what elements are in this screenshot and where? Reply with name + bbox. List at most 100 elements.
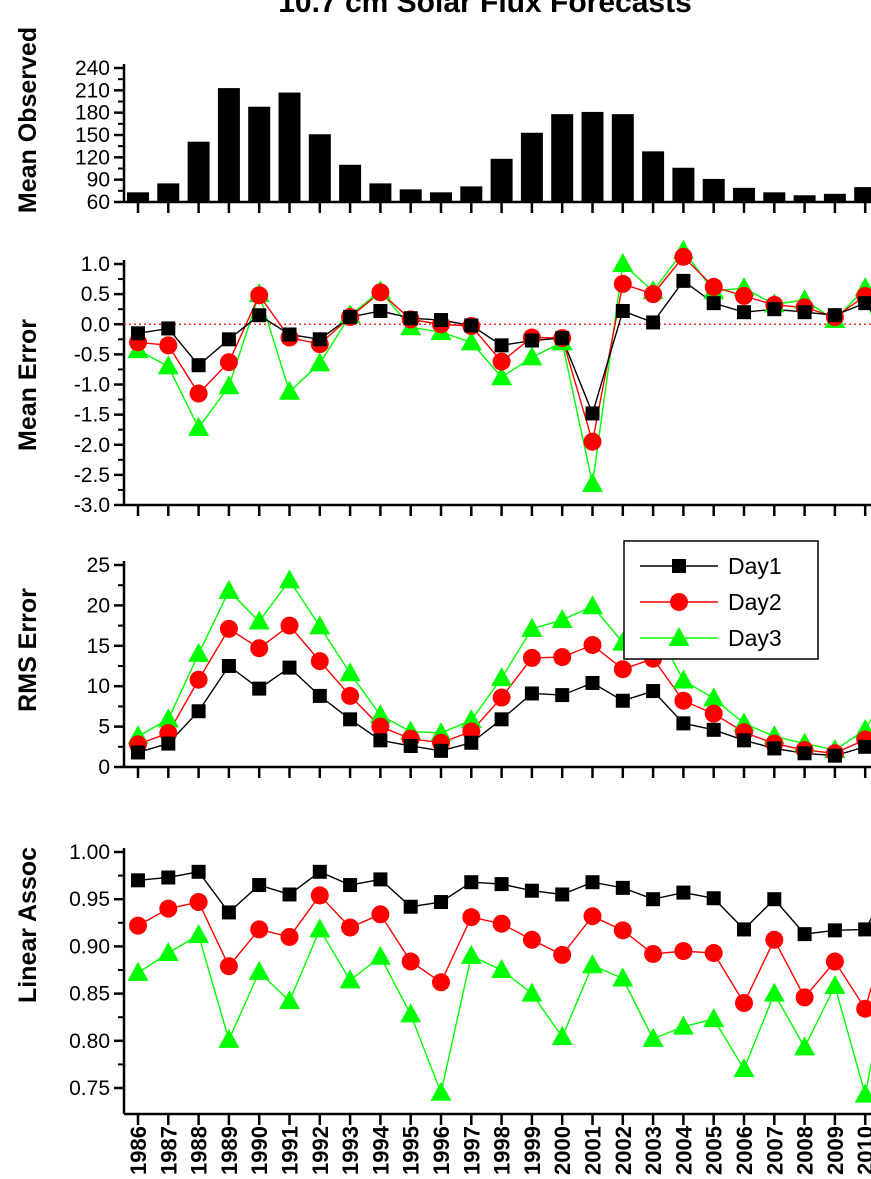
point-day1 <box>343 310 358 325</box>
x-tick-label: 2010 <box>853 1126 871 1175</box>
bar-1986 <box>127 192 149 202</box>
point-day2 <box>492 688 511 707</box>
y-tick-label: -2.0 <box>74 434 110 457</box>
series-line-day3 <box>137 927 871 1096</box>
x-tick-label: 1996 <box>429 1126 454 1175</box>
bar-1992 <box>308 134 331 202</box>
point-day1 <box>676 273 691 288</box>
point-day3 <box>369 704 391 724</box>
series-line-day3 <box>137 579 871 751</box>
y-axis-label: Mean Observed <box>14 27 42 213</box>
point-day1 <box>494 712 509 727</box>
point-day2 <box>522 930 541 949</box>
x-tick-label: 1986 <box>126 1126 151 1175</box>
point-day1 <box>524 883 539 898</box>
point-day3 <box>642 1027 664 1047</box>
point-day3 <box>733 1058 755 1078</box>
x-tick-label: 1994 <box>368 1125 393 1175</box>
x-tick-label: 2008 <box>793 1126 818 1175</box>
point-day2 <box>219 957 238 976</box>
point-day3 <box>582 954 603 974</box>
point-day3 <box>672 1015 694 1035</box>
point-day2 <box>310 652 329 671</box>
x-tick-label: 2002 <box>611 1126 636 1175</box>
bar-1990 <box>248 106 271 202</box>
point-day1 <box>646 315 661 330</box>
point-day3 <box>460 944 482 964</box>
y-tick-label: 180 <box>75 102 110 125</box>
x-tick-label: 1987 <box>156 1126 181 1175</box>
point-day1 <box>615 693 630 708</box>
point-day2 <box>825 952 844 971</box>
x-tick-label: 2007 <box>762 1126 787 1175</box>
y-tick-label: -1.0 <box>74 374 110 397</box>
x-tick-label: 1989 <box>217 1126 242 1175</box>
point-day3 <box>339 662 361 682</box>
point-day1 <box>252 681 267 696</box>
point-day3 <box>582 595 603 615</box>
x-tick-label: 1998 <box>490 1126 515 1175</box>
point-day1 <box>221 659 236 673</box>
point-day3 <box>218 579 240 599</box>
chart-title: 10.7 cm Solar Flux Forecasts <box>278 0 692 19</box>
point-day3 <box>157 942 179 962</box>
point-day2 <box>159 336 178 355</box>
series-line-day2 <box>137 624 871 754</box>
point-day1 <box>676 716 691 731</box>
y-tick-label: -1.5 <box>74 404 110 427</box>
y-tick-label: 0 <box>98 756 110 779</box>
point-day2 <box>674 691 693 710</box>
bar-2000 <box>551 114 574 202</box>
point-day3 <box>794 1036 816 1056</box>
point-day3 <box>491 366 513 386</box>
x-tick-label: 2000 <box>550 1126 575 1175</box>
point-day1 <box>797 305 812 320</box>
bar-2004 <box>672 167 695 202</box>
point-day3 <box>491 959 513 978</box>
y-tick-label: 1.00 <box>69 841 110 864</box>
point-day2 <box>492 914 511 933</box>
x-tick-label: 2004 <box>671 1125 696 1175</box>
point-day2 <box>341 686 360 705</box>
point-day3 <box>854 1083 871 1103</box>
y-tick-label: 150 <box>75 124 110 147</box>
bar-1998 <box>490 158 513 202</box>
point-day3 <box>218 375 240 395</box>
point-day3 <box>127 961 149 981</box>
point-day2 <box>401 952 420 971</box>
point-day3 <box>339 969 361 989</box>
point-day1 <box>343 878 358 893</box>
y-tick-label: 0.80 <box>69 1030 110 1053</box>
point-day2 <box>371 717 390 736</box>
bar-1987 <box>157 183 180 202</box>
point-day3 <box>400 1003 422 1023</box>
series-line-day1 <box>137 664 871 757</box>
point-day3 <box>521 982 543 1002</box>
point-day2 <box>219 353 238 372</box>
legend-marker-day1 <box>672 559 686 573</box>
x-tick-label: 1997 <box>459 1126 484 1175</box>
x-tick-label: 1995 <box>399 1126 424 1175</box>
point-day2 <box>735 286 753 305</box>
legend-label-day2: Day2 <box>728 589 782 615</box>
bar-1988 <box>187 141 210 202</box>
point-day1 <box>797 927 812 942</box>
point-day3 <box>460 331 482 351</box>
bar-1993 <box>339 164 362 202</box>
point-day1 <box>767 741 782 756</box>
bar-2002 <box>611 114 634 202</box>
point-day3 <box>369 945 391 965</box>
legend: Day1 Day2 Day3 <box>623 540 819 660</box>
point-day1 <box>706 891 721 906</box>
point-day1 <box>221 332 236 347</box>
legend-label-day1: Day1 <box>728 553 782 579</box>
point-day3 <box>309 352 331 372</box>
point-day2 <box>371 905 390 924</box>
y-tick-label: 10 <box>87 675 110 698</box>
point-day1 <box>585 875 600 890</box>
point-day1 <box>252 308 267 323</box>
point-day3 <box>460 709 482 729</box>
point-day1 <box>252 878 267 893</box>
point-day2 <box>250 286 269 305</box>
